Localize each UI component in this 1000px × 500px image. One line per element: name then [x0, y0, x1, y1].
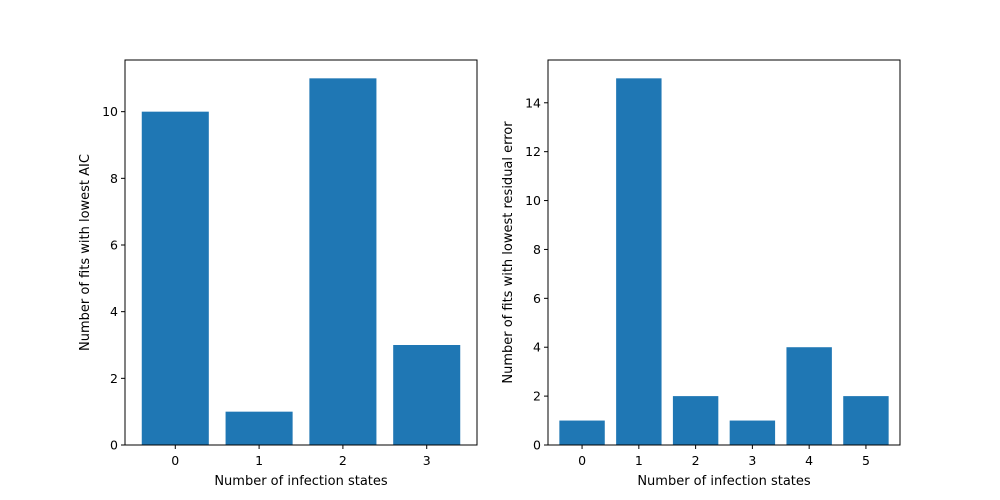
right-chart-y-tick-label-2: 2 — [533, 389, 541, 404]
right-chart-x-tick-label-2: 2 — [692, 453, 700, 468]
right-chart-y-label: Number of fits with lowest residual erro… — [501, 121, 516, 384]
right-chart-y-tick-label-10: 10 — [525, 193, 541, 208]
right-chart-y-tick-label-8: 8 — [533, 242, 541, 257]
right-chart-x-label: Number of infection states — [637, 474, 811, 489]
left-chart-y-ticks: 0 2 4 6 8 10 — [102, 104, 125, 453]
left-chart-y-tick-label-0: 0 — [110, 438, 118, 453]
right-chart-bar-5 — [843, 396, 889, 445]
left-chart-x-ticks: 0 1 2 3 — [171, 445, 431, 468]
right-chart-bar-1 — [616, 78, 662, 445]
left-chart-bar-3 — [393, 345, 461, 445]
right-chart-x-tick-label-0: 0 — [578, 453, 586, 468]
right-chart-bar-3 — [729, 420, 776, 445]
right-chart-x-ticks: 0 1 2 3 4 5 — [578, 445, 870, 468]
left-chart-bar-2 — [309, 78, 377, 445]
right-chart-x-tick-label-4: 4 — [805, 453, 813, 468]
left-chart-y-tick-label-2: 2 — [110, 371, 118, 386]
right-chart-bars — [559, 78, 889, 445]
right-chart-y-ticks: 0 2 4 6 8 10 12 14 — [525, 95, 548, 453]
left-chart-x-tick-label-2: 2 — [339, 453, 347, 468]
right-chart-x-tick-label-3: 3 — [748, 453, 756, 468]
left-chart-x-tick-label-3: 3 — [423, 453, 431, 468]
left-chart-y-label: Number of fits with lowest AIC — [78, 154, 93, 351]
right-chart-frame — [547, 59, 901, 446]
right-chart-y-tick-label-14: 14 — [525, 95, 541, 110]
right-chart-x-tick-label-5: 5 — [862, 453, 870, 468]
right-chart-y-tick-label-12: 12 — [525, 144, 541, 159]
right-chart-y-tick-label-4: 4 — [533, 340, 541, 355]
left-chart-bar-0 — [141, 111, 209, 446]
left-chart-frame — [124, 59, 478, 446]
left-chart-y-tick-label-6: 6 — [110, 238, 118, 253]
right-chart-y-tick-label-0: 0 — [533, 438, 541, 453]
left-chart-bar-1 — [225, 411, 293, 445]
left-chart-x-tick-label-0: 0 — [171, 453, 179, 468]
left-chart-y-tick-label-4: 4 — [110, 304, 118, 319]
right-chart-y-tick-label-6: 6 — [533, 291, 541, 306]
left-chart-x-tick-label-1: 1 — [255, 453, 263, 468]
right-chart-bar-0 — [559, 420, 605, 445]
right-chart-x-tick-label-1: 1 — [635, 453, 643, 468]
right-chart-bar-2 — [672, 396, 719, 445]
left-chart-y-tick-label-10: 10 — [102, 104, 118, 119]
left-chart-bars — [141, 78, 461, 446]
left-chart-y-tick-label-8: 8 — [110, 171, 118, 186]
right-chart-bar-4 — [786, 347, 832, 445]
left-chart-x-label: Number of infection states — [214, 474, 388, 489]
